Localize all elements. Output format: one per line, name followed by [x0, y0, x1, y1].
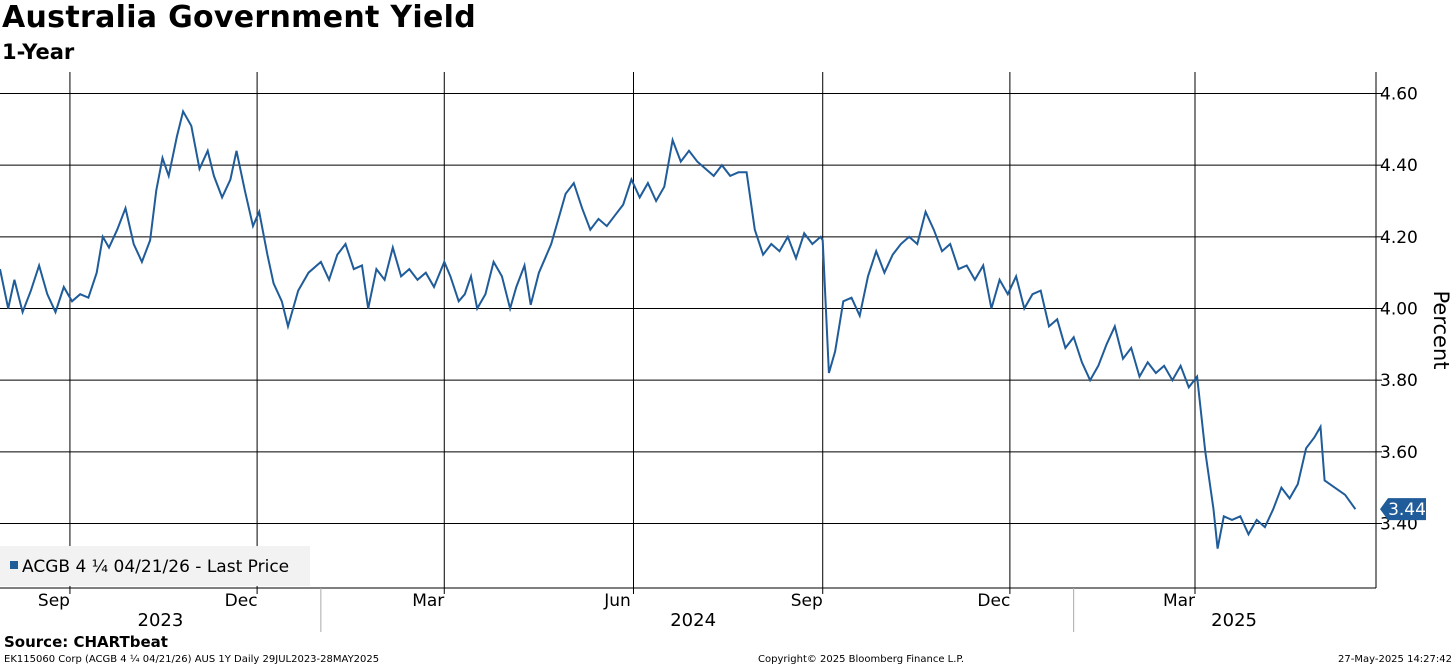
- footer-security-info: EK115060 Corp (ACGB 4 ¼ 04/21/26) AUS 1Y…: [4, 654, 380, 665]
- grid-layer: [0, 72, 1376, 588]
- y-tick-label: 4.00: [1380, 300, 1418, 320]
- y-tick-label: 4.40: [1380, 156, 1418, 176]
- legend-box: [0, 546, 310, 586]
- y-tick-label: 3.60: [1380, 443, 1418, 463]
- source-note: Source: CHARTbeat: [4, 633, 168, 651]
- y-axis-title: Percent: [1429, 290, 1453, 369]
- year-label: 2025: [1211, 610, 1257, 631]
- series-line: [0, 108, 1357, 549]
- year-label: 2024: [670, 610, 716, 631]
- x-tick-label: Mar: [412, 591, 444, 611]
- chart-title: Australia Government Yield: [2, 0, 477, 35]
- legend: ACGB 4 ¼ 04/21/26 - Last Price: [0, 546, 310, 586]
- x-tick-label: Mar: [1163, 591, 1195, 611]
- last-value-label: 3.44: [1388, 500, 1426, 520]
- year-labels: 2023 2024 2025: [138, 588, 1257, 632]
- x-tick-label: Dec: [225, 591, 258, 611]
- chart-subtitle: 1-Year: [2, 40, 75, 64]
- y-tick-label: 4.60: [1380, 85, 1418, 105]
- x-ticks: Sep Dec Mar Jun Sep Dec Mar: [38, 588, 1196, 611]
- x-tick-label: Jun: [603, 591, 631, 611]
- last-value-badge: 3.44: [1380, 498, 1426, 521]
- legend-swatch: [10, 561, 18, 569]
- plot-area: [0, 72, 1376, 588]
- legend-entry: ACGB 4 ¼ 04/21/26 - Last Price: [22, 557, 289, 577]
- footer-timestamp: 27-May-2025 14:27:42: [1338, 654, 1452, 665]
- x-tick-label: Dec: [977, 591, 1010, 611]
- y-tick-label: 4.20: [1380, 228, 1418, 248]
- x-tick-label: Sep: [38, 591, 70, 611]
- footer-copyright: Copyright© 2025 Bloomberg Finance L.P.: [758, 654, 965, 665]
- year-label: 2023: [138, 610, 184, 631]
- y-tick-label: 3.80: [1380, 371, 1418, 391]
- x-tick-label: Sep: [791, 591, 823, 611]
- y-ticks: 3.403.603.804.004.204.404.60: [1376, 85, 1418, 535]
- last-value-badge-shape: [1380, 498, 1426, 521]
